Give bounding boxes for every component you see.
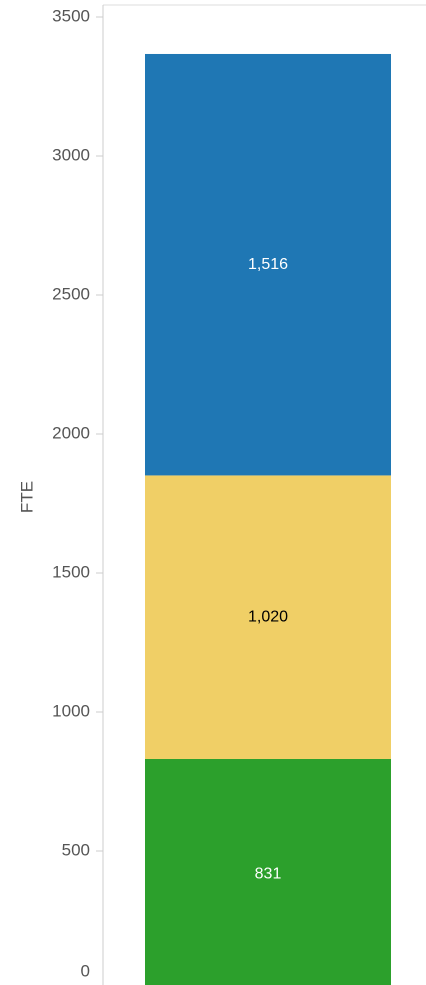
data-label: 1,020 bbox=[248, 608, 288, 625]
y-tick-label: 0 bbox=[81, 961, 90, 980]
bar-segment bbox=[145, 53, 391, 476]
y-tick-label: 3500 bbox=[52, 6, 90, 25]
y-tick-label: 3000 bbox=[52, 145, 90, 164]
y-tick-label: 2000 bbox=[52, 423, 90, 442]
y-axis-label: FTE bbox=[17, 481, 36, 513]
y-tick-label: 500 bbox=[62, 840, 90, 859]
data-label: 831 bbox=[255, 866, 282, 883]
y-tick-label: 1000 bbox=[52, 701, 90, 720]
bar-segment bbox=[145, 758, 391, 985]
bar-segment bbox=[145, 475, 391, 759]
data-label: 1,516 bbox=[248, 256, 288, 273]
y-tick-label: 2500 bbox=[52, 284, 90, 303]
y-tick-label: 1500 bbox=[52, 562, 90, 581]
